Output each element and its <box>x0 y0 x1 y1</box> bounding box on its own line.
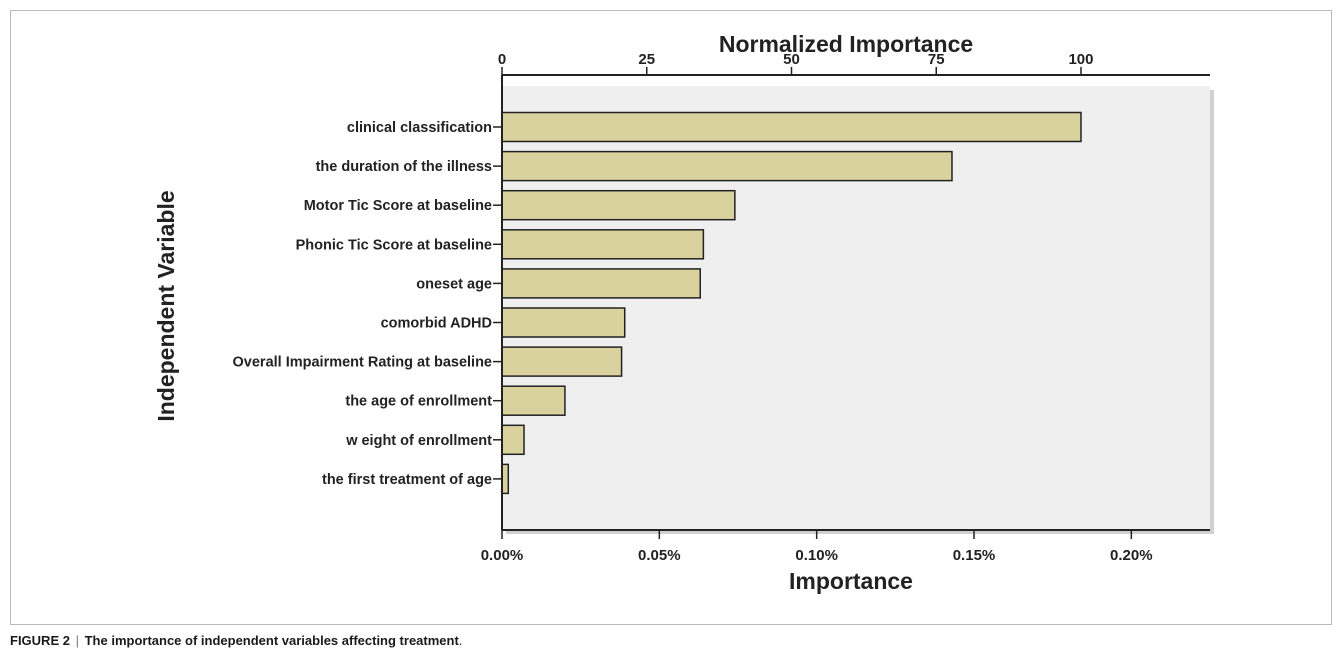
x-tick-label: 0.05% <box>638 547 681 564</box>
x-tick-label: 0.15% <box>953 547 996 564</box>
category-label: Motor Tic Score at baseline <box>304 198 492 214</box>
bar-2 <box>501 189 736 221</box>
category-label: Phonic Tic Score at baseline <box>296 237 492 253</box>
category-label: the first treatment of age <box>322 472 492 488</box>
bar-3 <box>501 229 705 260</box>
bar-5 <box>501 307 626 338</box>
figure-frame: clinical classification the duration of t… <box>10 10 1332 625</box>
top-tick-label: 100 <box>1068 51 1093 68</box>
caption-label: FIGURE 2 <box>10 633 70 648</box>
top-tick-label: 75 <box>928 51 945 68</box>
top-axis-title: Normalized Importance <box>719 31 973 57</box>
bar-4 <box>501 268 701 299</box>
category-label: the age of enrollment <box>345 394 492 410</box>
caption-period: . <box>458 633 463 648</box>
category-label: w eight of enrollment <box>345 433 492 449</box>
bottom-axis: 0.00% 0.05% 0.10% 0.15% 0.20% <box>481 529 1210 564</box>
x-tick-label: 0.10% <box>795 547 838 564</box>
bar-8 <box>501 424 525 456</box>
y-axis-title: Independent Variable <box>153 190 179 421</box>
category-label: Overall Impairment Rating at baseline <box>233 355 492 371</box>
top-tick-label: 0 <box>498 51 506 68</box>
top-tick-label: 25 <box>638 51 655 68</box>
x-tick-label: 0.20% <box>1110 547 1153 564</box>
category-label: oneset age <box>416 276 492 292</box>
importance-bar-chart: clinical classification the duration of t… <box>153 31 1214 594</box>
category-label: comorbid ADHD <box>381 316 492 332</box>
category-label: the duration of the illness <box>316 159 492 175</box>
figure-caption: FIGURE 2 | The importance of independent… <box>10 633 462 648</box>
bar-6 <box>501 346 623 377</box>
category-labels: clinical classification the duration of t… <box>233 120 502 488</box>
bars-layer <box>501 111 1082 495</box>
caption-separator: | <box>75 633 79 648</box>
top-tick-label: 50 <box>783 51 800 68</box>
x-axis-title: Importance <box>789 568 913 594</box>
top-axis: 0 25 50 75 100 <box>498 51 1210 76</box>
category-label: clinical classification <box>347 120 492 136</box>
caption-text: The importance of independent variables … <box>84 633 459 648</box>
bar-1 <box>501 150 953 182</box>
x-tick-label: 0.00% <box>481 547 524 564</box>
bar-7 <box>501 385 566 416</box>
bar-0 <box>501 111 1082 143</box>
